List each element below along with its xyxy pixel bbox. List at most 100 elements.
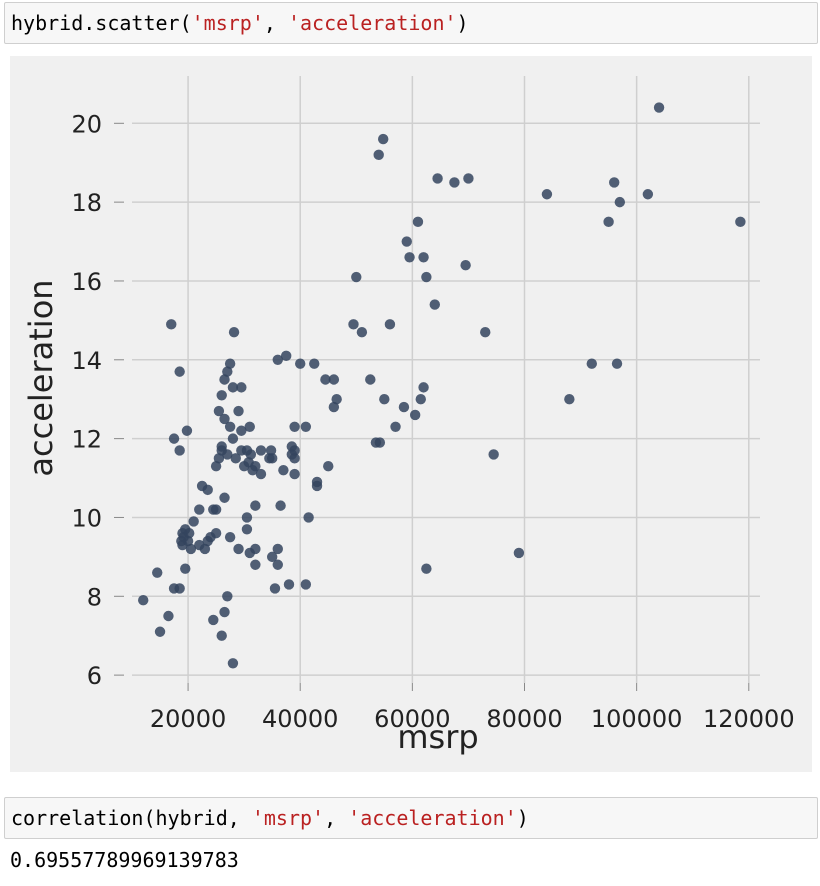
data-point xyxy=(222,366,233,377)
scatter-chart: 20000 40000 60000 80000 100000 120000 6 8 10 12 1… xyxy=(22,76,795,756)
data-point xyxy=(236,425,247,436)
code-string: 'acceleration' xyxy=(348,806,517,830)
code-token: , xyxy=(324,806,349,830)
data-point xyxy=(300,421,312,432)
data-point xyxy=(289,445,300,456)
y-tick-label: 14 xyxy=(71,347,102,375)
data-point xyxy=(289,453,300,464)
data-point xyxy=(213,453,225,464)
data-point xyxy=(233,405,244,417)
y-tick-label: 10 xyxy=(71,504,102,532)
data-point xyxy=(213,405,225,417)
data-point xyxy=(480,327,491,338)
data-point xyxy=(216,390,227,401)
data-point xyxy=(373,149,384,161)
data-point xyxy=(374,437,386,448)
data-point xyxy=(541,189,553,200)
code-cell-correlation[interactable]: correlation(hybrid, 'msrp', 'acceleratio… xyxy=(4,797,818,839)
y-tick-label: 12 xyxy=(71,426,102,454)
y-tick-label: 16 xyxy=(71,268,102,296)
data-point xyxy=(216,441,227,452)
data-point xyxy=(185,543,197,555)
data-point xyxy=(295,358,306,369)
y-tick-label: 20 xyxy=(71,110,102,138)
data-point xyxy=(404,252,415,263)
data-point xyxy=(378,133,389,145)
data-point xyxy=(432,173,443,184)
data-point xyxy=(328,401,340,413)
data-point xyxy=(309,358,320,369)
data-point xyxy=(219,374,230,385)
data-point xyxy=(303,512,314,523)
code-cell-scatter[interactable]: hybrid.scatter('msrp', 'acceleration') xyxy=(4,2,818,44)
data-point xyxy=(210,528,222,539)
data-point xyxy=(272,543,283,555)
data-point xyxy=(219,492,230,503)
data-point xyxy=(227,433,239,444)
code-string: 'acceleration' xyxy=(287,11,457,35)
code-string: 'msrp' xyxy=(251,806,325,830)
data-point xyxy=(174,583,185,594)
data-point xyxy=(227,658,239,669)
data-point xyxy=(216,630,227,641)
data-point xyxy=(152,567,163,578)
data-point xyxy=(278,464,289,476)
data-point xyxy=(421,271,432,283)
code-text: hybrid.scatter('msrp', 'acceleration') xyxy=(11,11,469,35)
data-point xyxy=(449,177,460,188)
code-token: correlation(hybrid, xyxy=(11,806,252,830)
data-point xyxy=(224,358,236,369)
data-point xyxy=(614,196,626,208)
data-point xyxy=(250,500,261,511)
data-point xyxy=(266,453,278,464)
data-point xyxy=(311,480,323,492)
data-point xyxy=(154,626,166,637)
data-point xyxy=(233,543,244,555)
data-point xyxy=(180,563,191,574)
data-point xyxy=(429,299,440,310)
x-tick-label: 120000 xyxy=(703,705,795,733)
x-tick-label: 80000 xyxy=(486,705,562,733)
code-text: correlation(hybrid, 'msrp', 'acceleratio… xyxy=(11,806,529,830)
data-point xyxy=(586,358,597,369)
data-point xyxy=(398,401,410,413)
data-point xyxy=(280,350,292,362)
data-point xyxy=(255,445,267,456)
data-point xyxy=(412,216,424,228)
data-point xyxy=(183,528,195,539)
y-axis-label: acceleration xyxy=(22,279,60,476)
data-point xyxy=(460,259,471,271)
data-point xyxy=(236,382,247,393)
data-point xyxy=(227,382,239,393)
data-point xyxy=(611,358,623,369)
data-point xyxy=(250,461,261,472)
data-point xyxy=(488,449,499,460)
code-token: ) xyxy=(456,11,469,35)
data-point xyxy=(348,319,359,330)
data-point xyxy=(356,327,368,338)
data-point xyxy=(351,271,362,283)
data-point xyxy=(245,449,257,460)
cell-output: 0.6955778996913978З xyxy=(10,848,239,872)
data-point xyxy=(275,500,286,511)
data-point xyxy=(390,421,401,432)
data-point xyxy=(300,579,312,590)
data-point xyxy=(365,374,376,385)
data-point xyxy=(513,547,525,559)
code-string: 'msrp' xyxy=(191,11,264,35)
data-point xyxy=(174,445,185,456)
data-point xyxy=(222,591,233,602)
data-point xyxy=(219,606,230,618)
data-point xyxy=(168,433,180,444)
data-point xyxy=(266,551,278,563)
data-points xyxy=(138,102,746,669)
data-point xyxy=(241,512,253,523)
x-tick-label: 100000 xyxy=(591,705,683,733)
y-tick-label: 8 xyxy=(87,583,102,611)
data-point xyxy=(174,366,185,377)
data-point xyxy=(166,319,177,330)
data-point xyxy=(331,394,342,405)
data-point xyxy=(181,425,193,436)
data-point xyxy=(289,468,300,480)
data-point xyxy=(230,453,241,464)
